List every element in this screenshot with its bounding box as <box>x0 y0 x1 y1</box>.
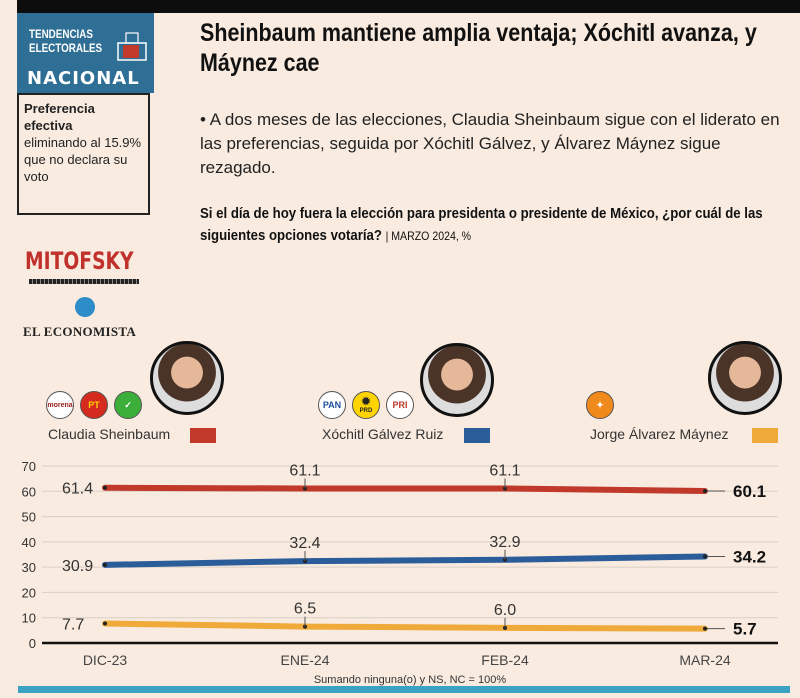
question-meta: | MARZO 2024, % <box>385 229 472 243</box>
prd-label: PRD <box>359 407 373 414</box>
ballot-box-icon <box>117 32 147 61</box>
legend-swatch-sheinbaum <box>190 428 216 443</box>
brand-line3: NACIONAL <box>27 68 140 89</box>
x-tick-label: MAR-24 <box>679 652 731 668</box>
legend-maynez: Jorge Álvarez Máynez <box>590 426 729 442</box>
y-tick-label: 70 <box>22 459 36 474</box>
sun-icon: ✹ <box>361 395 371 408</box>
data-label: 30.9 <box>62 558 93 575</box>
pref-text: eliminando al 15.9% que no declara su vo… <box>24 135 142 184</box>
data-label: 61.1 <box>289 463 320 480</box>
x-tick-label: ENE-24 <box>280 652 329 668</box>
summary-bullet: • A dos meses de las elecciones, Claudia… <box>200 110 780 177</box>
legend-swatch-galvez <box>464 428 490 443</box>
y-tick-label: 60 <box>22 484 36 499</box>
data-label: 32.4 <box>289 535 320 552</box>
el-economista-logo: EL ECONOMISTA <box>23 324 137 339</box>
bottom-bar <box>18 686 790 693</box>
maynez-photo <box>708 341 782 415</box>
mitofsky-logo: MITOFSKY <box>25 247 134 275</box>
top-bar <box>17 0 800 13</box>
logo-stripe <box>29 279 139 284</box>
pref-title2: efectiva <box>24 118 73 133</box>
x-tick-label: DIC-23 <box>83 652 128 668</box>
data-label: 32.9 <box>489 534 520 551</box>
data-label: 7.7 <box>62 617 84 634</box>
line-chart: 0 10 20 30 40 50 60 70 DIC-23 ENE-24 FEB-24 MAR-24 S… <box>22 459 778 686</box>
data-label: 61.1 <box>489 463 520 480</box>
pri-logo: PRI <box>386 391 414 419</box>
pref-title1: Preferencia <box>24 101 95 116</box>
data-label: 34.2 <box>733 548 766 567</box>
pvem-logo: ✓ <box>114 391 142 419</box>
survey-question: Si el día de hoy fuera la elección para … <box>200 203 798 247</box>
data-label: 6.0 <box>494 602 516 619</box>
data-label: 60.1 <box>733 482 766 501</box>
chart-note: Sumando ninguna(o) y NS, NC = 100% <box>314 674 507 686</box>
section-badge: TENDENCIAS ELECTORALES NACIONAL <box>17 13 154 93</box>
legend-swatch-maynez <box>752 428 778 443</box>
data-label: 6.5 <box>294 601 316 618</box>
y-tick-label: 30 <box>22 560 36 575</box>
data-point <box>703 489 707 494</box>
y-tick-label: 40 <box>22 535 36 550</box>
brand-line2: ELECTORALES <box>29 41 103 55</box>
series-line-2 <box>102 620 708 632</box>
y-tick-label: 10 <box>22 611 36 626</box>
brand-line1: TENDENCIAS <box>29 27 93 41</box>
legend-galvez: Xóchitl Gálvez Ruiz <box>322 426 444 442</box>
mc-logo: ✦ <box>586 391 614 419</box>
preference-note: Preferencia efectiva eliminando al 15.9%… <box>17 93 150 215</box>
question-text: Si el día de hoy fuera la elección para … <box>200 205 763 244</box>
data-point <box>103 562 107 567</box>
series-line-0 <box>102 484 708 495</box>
morena-logo: morena <box>46 391 74 419</box>
pan-logo: PAN <box>318 391 346 419</box>
data-label: 61.4 <box>62 481 93 498</box>
series-line-1 <box>102 553 708 568</box>
sheinbaum-photo <box>150 341 224 415</box>
x-tick-label: FEB-24 <box>481 652 529 668</box>
headline: Sheinbaum mantiene amplia ventaja; Xóchi… <box>200 19 757 77</box>
y-tick-label: 0 <box>29 636 36 651</box>
data-point <box>703 554 707 559</box>
logos: MITOFSKY EL ECONOMISTA <box>17 217 154 340</box>
data-point <box>703 626 707 631</box>
y-tick-label: 50 <box>22 510 36 525</box>
prd-logo: ✹ PRD <box>352 391 380 419</box>
data-point <box>103 621 107 626</box>
pt-logo: PT <box>80 391 108 419</box>
globe-icon <box>75 297 95 317</box>
y-tick-label: 20 <box>22 585 36 600</box>
data-label: 5.7 <box>733 620 757 639</box>
legend-sheinbaum: Claudia Sheinbaum <box>48 426 171 442</box>
galvez-photo <box>420 343 494 417</box>
data-point <box>103 485 107 490</box>
